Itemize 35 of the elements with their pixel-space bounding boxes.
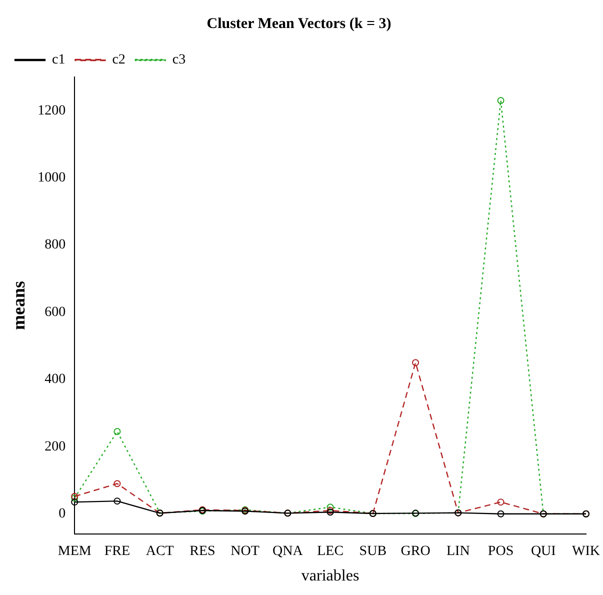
- point: [114, 480, 121, 488]
- x-tick-label: QNA: [272, 544, 304, 560]
- point: [497, 97, 504, 104]
- point: [497, 510, 504, 518]
- point: [114, 428, 121, 436]
- x-tick-label: POS: [488, 544, 514, 560]
- point: [326, 504, 334, 511]
- point: [71, 498, 78, 506]
- point: [497, 498, 504, 506]
- y-tick-label: 600: [44, 304, 66, 320]
- x-axis-title: variables: [301, 568, 360, 585]
- x-tick-label: GRO: [400, 544, 430, 560]
- x-tick-label: SUB: [359, 544, 387, 560]
- x-tick-label: LEC: [317, 544, 344, 560]
- point: [114, 498, 121, 505]
- x-tick-label: ACT: [146, 544, 174, 560]
- y-tick-label: 1200: [38, 103, 66, 118]
- legend-label: c2: [112, 52, 126, 68]
- x-tick-label: MEM: [58, 544, 92, 560]
- y-tick-label: 400: [44, 372, 66, 388]
- x-tick-label: LIN: [446, 544, 470, 560]
- x-tick-label: QUI: [530, 544, 556, 560]
- y-tick-label: 200: [44, 439, 66, 454]
- y-tick-label: 800: [44, 238, 66, 253]
- x-tick-label: WIK: [572, 544, 600, 560]
- x-tick-label: NOT: [230, 544, 260, 560]
- y-axis-title: means: [8, 281, 28, 330]
- chart-title: Cluster Mean Vectors (k = 3): [206, 16, 392, 32]
- y-tick-label: 1000: [38, 170, 66, 186]
- legend-label: c1: [52, 52, 66, 68]
- point: [412, 359, 420, 366]
- y-tick-label: 0: [58, 506, 66, 522]
- legend-label: c3: [172, 52, 186, 68]
- x-tick-label: FRE: [104, 544, 130, 560]
- x-tick-label: RES: [190, 544, 216, 560]
